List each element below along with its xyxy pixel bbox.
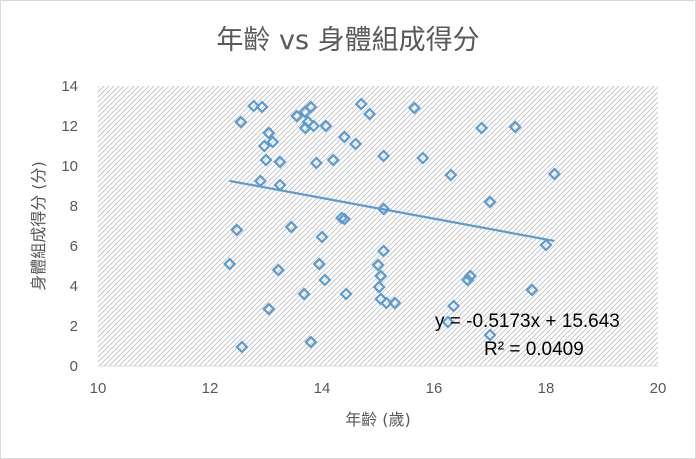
data-point [309,156,323,170]
r-squared-label: R² = 0.0409 [484,339,584,360]
data-point [230,223,244,237]
data-point [363,107,377,121]
x-tick-label: 12 [202,380,219,397]
data-point [337,212,351,226]
y-axis-title: 身體組成得分 (分) [29,161,48,291]
data-point [315,230,329,244]
data-point [273,178,287,192]
data-point [441,315,455,329]
data-point [304,335,318,349]
data-point [290,109,304,123]
data-point [266,135,280,149]
data-point [326,153,340,167]
data-point [234,115,248,129]
data-point [372,280,386,294]
data-point [307,119,321,133]
chart-title: 年齡 vs 身體組成得分 [216,25,480,56]
data-point [255,100,269,114]
data-point [483,328,497,342]
data-point [262,126,276,140]
data-point [247,99,261,113]
data-point [377,244,391,258]
x-tick-label: 20 [650,380,667,397]
x-tick-label: 18 [538,380,555,397]
data-point [337,130,351,144]
data-point [273,155,287,169]
data-point [235,340,249,354]
data-point [304,100,318,114]
data-point [259,153,273,167]
data-point [349,137,363,151]
data-point [525,283,539,297]
data-point [297,287,311,301]
data-point [539,238,553,252]
y-tick-label: 14 [61,78,78,95]
y-tick-label: 10 [61,158,78,175]
data-point [444,168,458,182]
data-point [374,269,388,283]
y-tick-label: 8 [70,198,78,215]
data-point [374,292,388,306]
data-point [377,202,391,216]
data-point [271,263,285,277]
plot-area [98,86,658,366]
data-point [447,299,461,313]
data-point [354,97,368,111]
y-tick-label: 12 [61,118,78,135]
data-point [319,119,333,133]
data-point [339,287,353,301]
x-tick-label: 16 [426,380,443,397]
trendline-equation: y = -0.5173x + 15.643 [435,311,620,332]
data-point [318,273,332,287]
x-axis-title: 年齡 (歲) [345,410,411,429]
data-point [463,269,477,283]
x-tick-label: 10 [90,380,107,397]
data-point [508,120,522,134]
data-point [335,211,349,225]
data-point [407,101,421,115]
data-point [257,139,271,153]
trendline [229,179,555,243]
data-point [547,167,561,181]
data-point [388,296,402,310]
data-point [253,174,267,188]
y-tick-label: 4 [70,278,78,295]
data-point [461,273,475,287]
data-point [312,257,326,271]
y-tick-label: 0 [70,358,78,375]
data-point [284,220,298,234]
x-tick-label: 14 [314,380,331,397]
data-point [262,302,276,316]
data-point [379,296,393,310]
data-point [483,195,497,209]
data-point [371,258,385,272]
y-tick-label: 2 [70,318,78,335]
data-point [416,151,430,165]
data-point [223,257,237,271]
data-point [377,149,391,163]
data-point [475,121,489,135]
y-tick-label: 6 [70,238,78,255]
